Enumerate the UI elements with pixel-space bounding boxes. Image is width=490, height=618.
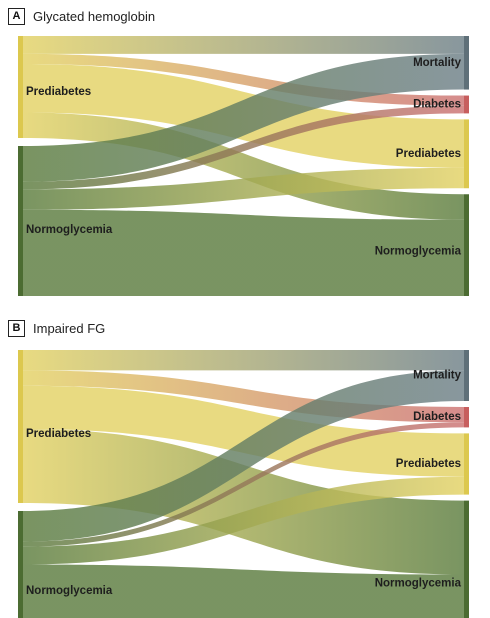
target-node-normoglycemia: [464, 194, 469, 296]
sankey-chart-a: Prediabetes Normoglycemia Mortality Diabete…: [18, 36, 469, 296]
source-label-prediabetes: Prediabetes: [26, 86, 91, 98]
source-node-prediabetes: [18, 350, 23, 503]
target-node-diabetes: [464, 95, 469, 114]
panel-b: B Impaired FG Prediabetes Normoglycemia Mo…: [0, 312, 490, 618]
source-node-normoglycemia: [18, 146, 23, 296]
flow-normoglycemia-to-mortality: [23, 370, 464, 542]
panel-a-header: A Glycated hemoglobin: [8, 6, 155, 26]
panel-b-header: B Impaired FG: [8, 318, 105, 338]
panel-a: A Glycated hemoglobin Prediabetes Normogl…: [0, 0, 490, 300]
flow-prediabetes-to-prediabetes: [23, 385, 464, 477]
target-label-mortality: Mortality: [413, 57, 462, 69]
flow-prediabetes-to-mortality: [23, 350, 464, 371]
source-label-normoglycemia: Normoglycemia: [26, 585, 113, 597]
flow-prediabetes-to-mortality: [23, 36, 464, 54]
source-label-normoglycemia: Normoglycemia: [26, 224, 113, 236]
target-label-prediabetes: Prediabetes: [396, 148, 461, 160]
sankey-chart-b: Prediabetes Normoglycemia Mortality Diabete…: [18, 350, 469, 618]
panel-title: Glycated hemoglobin: [33, 8, 156, 24]
flow-normoglycemia-to-normoglycemia: [23, 209, 464, 296]
flow-normoglycemia-to-diabetes: [23, 422, 464, 547]
target-node-normoglycemia: [464, 500, 469, 618]
panel-title: Impaired FG: [33, 320, 106, 336]
flow-normoglycemia-to-prediabetes: [23, 476, 464, 565]
target-node-diabetes: [464, 407, 469, 428]
target-node-mortality: [464, 350, 469, 401]
flow-normoglycemia-to-normoglycemia: [23, 564, 464, 618]
flow-normoglycemia-to-mortality: [23, 53, 464, 182]
target-label-diabetes: Diabetes: [413, 411, 461, 423]
target-label-normoglycemia: Normoglycemia: [375, 246, 462, 258]
source-node-normoglycemia: [18, 511, 23, 618]
target-label-prediabetes: Prediabetes: [396, 458, 461, 470]
flow-prediabetes-to-normoglycemia: [23, 429, 464, 575]
panel-letter: A: [8, 7, 25, 25]
target-node-prediabetes: [464, 433, 469, 495]
target-node-prediabetes: [464, 119, 469, 189]
flow-normoglycemia-to-prediabetes: [23, 167, 464, 210]
source-node-prediabetes: [18, 36, 23, 138]
target-node-mortality: [464, 36, 469, 90]
panel-letter: B: [8, 319, 25, 337]
target-label-normoglycemia: Normoglycemia: [375, 578, 462, 590]
source-label-prediabetes: Prediabetes: [26, 428, 91, 440]
flow-normoglycemia-to-diabetes: [23, 105, 464, 190]
target-label-diabetes: Diabetes: [413, 99, 461, 111]
target-label-mortality: Mortality: [413, 370, 462, 382]
